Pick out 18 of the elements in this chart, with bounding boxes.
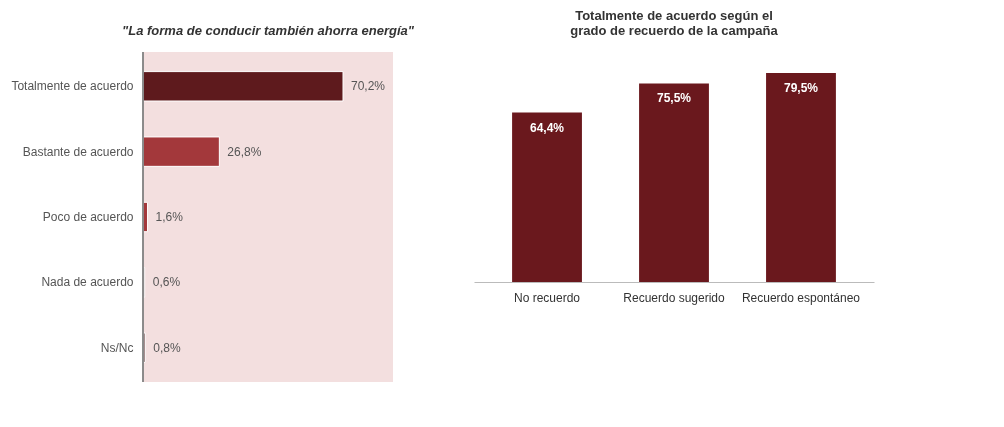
data-label: 0,8% [153, 340, 181, 355]
data-label: 79,5% [783, 80, 819, 95]
chart-title: Totalmente de acuerdo según el grado de recuerdo de la campaña [570, 8, 779, 38]
y-tick-label: Bastante de acuerdo [22, 144, 134, 159]
data-label: 70,2% [351, 79, 386, 94]
x-tick-label: Recuerdo sugerido [623, 290, 726, 305]
y-tick-label: Ns/Nc [100, 340, 134, 355]
data-label: 1,6% [155, 210, 184, 224]
y-tick-label: Totalmente de acuerdo [11, 79, 134, 94]
x-tick-label: Recuerdo espontáneo [741, 290, 861, 305]
x-tick-label: No recuerdo [513, 290, 581, 305]
data-label: 64,4% [530, 120, 565, 135]
data-label: 0,6% [152, 275, 181, 290]
data-label: 26,8% [227, 144, 262, 159]
data-label: 75,5% [656, 91, 692, 106]
chart-title: "La forma de conducir también ahorra energía" [122, 22, 415, 38]
y-tick-label: Poco de acuerdo [42, 210, 134, 224]
y-tick-label: Nada de acuerdo [41, 275, 134, 290]
